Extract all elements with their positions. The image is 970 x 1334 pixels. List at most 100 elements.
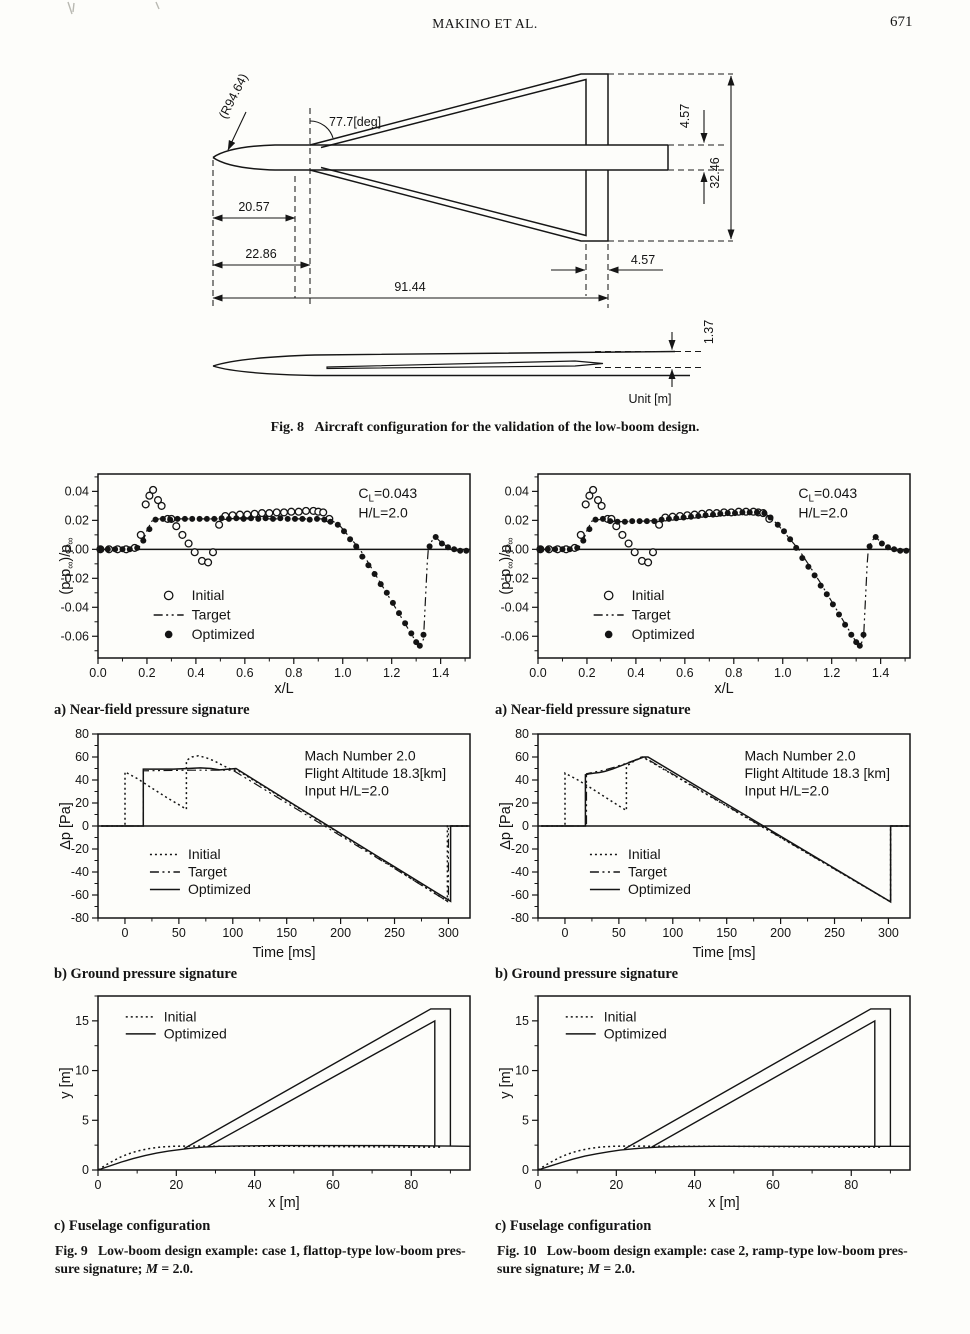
svg-text:-80: -80	[71, 911, 89, 925]
y-axis-label: (p-p∞)/p∞	[498, 537, 517, 594]
fig9-caption: Fig. 9 Low-boom design example: case 1, …	[55, 1242, 493, 1278]
x-axis-label: x/L	[274, 681, 293, 697]
svg-text:Optimized: Optimized	[192, 626, 255, 642]
unit-note: Unit [m]	[628, 392, 671, 406]
svg-text:Optimized: Optimized	[164, 1025, 227, 1041]
svg-text:Optimized: Optimized	[188, 881, 251, 897]
axes: 0.0 0.2 0.4 0.6 0.8 1.0 1.2 1.4 0.04 0.02 0.00 -0.0…	[501, 473, 911, 680]
svg-text:0: 0	[82, 1163, 89, 1177]
svg-text:Mach Number 2.0: Mach Number 2.0	[304, 748, 415, 764]
svg-text:50: 50	[612, 926, 626, 940]
svg-text:Input H/L=2.0: Input H/L=2.0	[744, 783, 829, 799]
series-optimized	[101, 767, 468, 903]
series-optimized	[97, 515, 470, 649]
svg-text:-80: -80	[511, 911, 529, 925]
svg-text:150: 150	[716, 926, 737, 940]
x-axis-label: x/L	[714, 681, 733, 697]
svg-text:0.0: 0.0	[89, 666, 106, 680]
y-axis-label: y [m]	[58, 1067, 74, 1098]
svg-text:0: 0	[121, 926, 128, 940]
y-axis-label: (p-p∞)/p∞	[58, 537, 77, 594]
svg-text:1.2: 1.2	[823, 666, 840, 680]
svg-text:200: 200	[770, 926, 791, 940]
svg-text:100: 100	[662, 926, 683, 940]
svg-text:Optimized: Optimized	[604, 1025, 667, 1041]
svg-text:40: 40	[515, 773, 529, 787]
svg-text:0.02: 0.02	[65, 513, 89, 527]
svg-text:Optimized: Optimized	[628, 881, 691, 897]
dim-span: 32.46	[708, 157, 722, 188]
svg-text:Initial: Initial	[632, 587, 665, 603]
svg-text:0.04: 0.04	[65, 484, 89, 498]
svg-text:0.6: 0.6	[676, 666, 693, 680]
series-initial	[537, 1145, 883, 1171]
svg-text:40: 40	[688, 1178, 702, 1192]
y-axis-label: Δp [Pa]	[58, 802, 74, 850]
svg-text:-0.04: -0.04	[61, 600, 90, 614]
svg-text:Initial: Initial	[604, 1008, 637, 1024]
svg-text:Initial: Initial	[188, 846, 221, 862]
svg-text:40: 40	[75, 773, 89, 787]
fig10-caption-line2: sure signature; M = 2.0.	[497, 1260, 636, 1276]
fig8-caption: Fig. 8 Aircraft configuration for the va…	[270, 420, 700, 435]
series-optimized	[97, 1008, 471, 1171]
svg-text:CL=0.043: CL=0.043	[798, 485, 857, 504]
svg-text:0.4: 0.4	[627, 666, 644, 680]
svg-text:0.04: 0.04	[505, 484, 529, 498]
svg-text:20: 20	[75, 796, 89, 810]
svg-text:-0.02: -0.02	[61, 571, 90, 585]
x-axis-label: x [m]	[268, 1195, 299, 1211]
svg-text:250: 250	[384, 926, 405, 940]
y-axis-label: y [m]	[498, 1067, 514, 1098]
svg-text:0.00: 0.00	[505, 542, 529, 556]
svg-text:15: 15	[515, 1014, 529, 1028]
fig9-caption-line1: Fig. 9 Low-boom design example: case 1, …	[55, 1243, 466, 1258]
dim-total-length: 91.44	[394, 280, 425, 294]
svg-text:Initial: Initial	[628, 846, 661, 862]
dim-thickness: 1.37	[702, 320, 716, 344]
series-target	[101, 769, 468, 903]
fig10-subcaption-c: c) Fuselage configuration	[495, 1218, 652, 1234]
svg-text:0.4: 0.4	[187, 666, 204, 680]
fig10-subcaption-a: a) Near-field pressure signature	[495, 702, 691, 718]
svg-text:Input H/L=2.0: Input H/L=2.0	[304, 783, 389, 799]
svg-text:1.0: 1.0	[774, 666, 791, 680]
svg-text:-0.02: -0.02	[501, 571, 530, 585]
svg-text:10: 10	[515, 1064, 529, 1078]
svg-text:0.8: 0.8	[725, 666, 742, 680]
fig10-subcaption-b: b) Ground pressure signature	[495, 966, 679, 982]
svg-text:50: 50	[172, 926, 186, 940]
svg-text:1.4: 1.4	[432, 666, 449, 680]
dim-length2: 22.86	[245, 247, 276, 261]
svg-text:-0.04: -0.04	[501, 600, 530, 614]
svg-text:H/L=2.0: H/L=2.0	[358, 504, 408, 520]
fig10-ground-pressure-chart: 0 50 100 150 200 250 300806040200-20-40-60-80I…	[498, 727, 911, 961]
svg-text:-40: -40	[71, 865, 89, 879]
axes: 0.0 0.2 0.4 0.6 0.8 1.0 1.2 1.4 0.04 0.02 0.00 -0.0…	[61, 473, 471, 680]
svg-text:150: 150	[276, 926, 297, 940]
scan-artifact	[67, 1, 160, 15]
series-optimized	[541, 756, 908, 904]
running-header: MAKINO ET AL.	[432, 16, 538, 31]
fig10-caption: Fig. 10 Low-boom design example: case 2,…	[497, 1242, 935, 1278]
series-target	[541, 755, 908, 903]
svg-text:300: 300	[438, 926, 459, 940]
svg-text:5: 5	[82, 1113, 89, 1127]
svg-text:CL=0.043: CL=0.043	[358, 485, 417, 504]
fig10-near-field-pressure-chart: 0.0 0.2 0.4 0.6 0.8 1.0 1.2 1.4 0.04 0.02 0.00 -0.0…	[498, 473, 911, 697]
svg-text:Mach Number 2.0: Mach Number 2.0	[744, 748, 855, 764]
page-number: 671	[890, 14, 913, 30]
dim-sweep-angle: 77.7[deg]	[329, 115, 381, 129]
x-axis-label: Time [ms]	[252, 945, 315, 961]
svg-text:20: 20	[169, 1178, 183, 1192]
fig9-subcaption-b: b) Ground pressure signature	[54, 966, 238, 982]
series-optimized	[537, 509, 910, 649]
dim-nose-length: 20.57	[238, 200, 269, 214]
